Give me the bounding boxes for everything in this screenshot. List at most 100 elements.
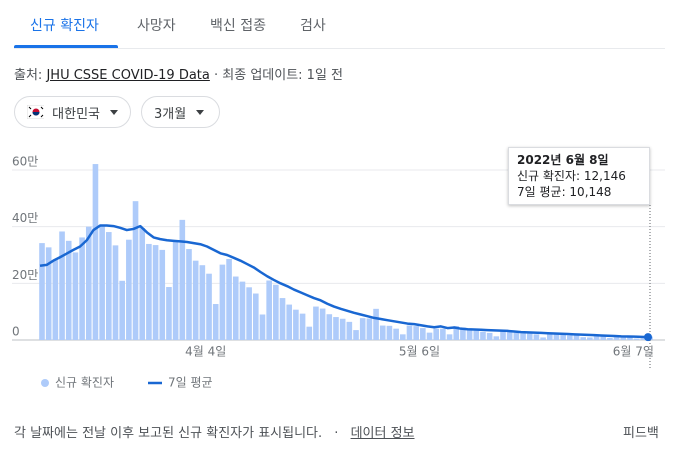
- bar: [446, 334, 453, 340]
- tab[interactable]: 검사: [300, 18, 326, 34]
- bar: [259, 314, 266, 340]
- bar: [219, 264, 226, 340]
- tooltip-title: 2022년 6월 8일: [517, 153, 609, 167]
- y-tick-label: 0: [12, 325, 20, 339]
- tab-indicator: [14, 45, 118, 48]
- bar: [192, 260, 199, 340]
- bar: [393, 328, 399, 340]
- bar: [279, 298, 286, 340]
- bar: [379, 325, 386, 340]
- tooltip-line: 7일 평균: 10,148: [517, 185, 612, 199]
- data-info-link[interactable]: 데이터 정보: [350, 426, 415, 441]
- bar: [139, 228, 146, 340]
- tooltip-line: 신규 확진자: 12,146: [517, 169, 626, 183]
- bar: [359, 318, 366, 340]
- legend-swatch: [41, 379, 49, 387]
- bar: [567, 335, 573, 340]
- bar: [406, 325, 413, 340]
- tab[interactable]: 백신 접종: [210, 18, 266, 34]
- bar: [232, 276, 239, 340]
- bar: [159, 249, 166, 340]
- bar: [246, 287, 252, 340]
- bar: [480, 331, 486, 340]
- bar: [640, 338, 647, 340]
- bar: [560, 334, 566, 340]
- bar: [573, 335, 580, 340]
- bar: [339, 318, 346, 340]
- x-tick-label: 6월 7일: [613, 345, 654, 359]
- hover-point: [644, 333, 652, 342]
- bar: [613, 337, 620, 340]
- bar: [466, 330, 473, 340]
- bar: [526, 332, 533, 340]
- bar: [440, 328, 446, 340]
- y-tick-label: 40만: [12, 211, 38, 225]
- bar: [106, 232, 112, 340]
- bar: [627, 337, 633, 340]
- country-dropdown[interactable]: 대한민국: [14, 96, 131, 128]
- bar: [152, 245, 159, 340]
- bar: [132, 201, 139, 340]
- country-label: 대한민국: [52, 106, 100, 122]
- y-tick-label: 60만: [12, 155, 38, 169]
- bar: [633, 338, 640, 340]
- bar: [600, 336, 607, 340]
- tab[interactable]: 사망자: [137, 18, 176, 34]
- line: [39, 224, 649, 339]
- bar: [85, 226, 92, 340]
- bar: [252, 293, 259, 340]
- bar: [306, 326, 313, 340]
- legend-label: 7일 평균: [168, 376, 213, 390]
- bar: [179, 219, 186, 340]
- bar: [513, 332, 520, 340]
- bar: [607, 338, 613, 340]
- caret: [110, 109, 118, 115]
- source-prefix: 출처:: [14, 68, 43, 83]
- bar: [620, 336, 627, 340]
- bar: [286, 304, 293, 340]
- bar: [366, 318, 373, 340]
- bar: [326, 314, 333, 340]
- bar: [293, 309, 299, 340]
- bar: [580, 337, 586, 340]
- bar: [433, 328, 440, 340]
- bar: [493, 336, 500, 340]
- bar: [45, 247, 52, 340]
- bar: [92, 164, 99, 340]
- bar: [79, 237, 85, 340]
- bar: [386, 325, 393, 340]
- bar: [353, 330, 359, 340]
- bar: [460, 327, 466, 340]
- bar: [212, 304, 219, 340]
- bar: [239, 281, 246, 340]
- legend-label: 신규 확진자: [55, 376, 114, 390]
- bar: [399, 334, 406, 340]
- source-link[interactable]: JHU CSSE COVID-19 Data: [46, 68, 210, 83]
- bar: [553, 334, 560, 340]
- bar: [420, 328, 426, 340]
- footer: 각 날짜에는 전날 이후 보고된 신규 확진자가 표시됩니다. · 데이터 정보: [14, 422, 415, 441]
- bar: [500, 329, 506, 340]
- x-tick-label: 5월 6일: [399, 345, 440, 359]
- bar: [39, 243, 45, 340]
- feedback-link[interactable]: 피드백: [623, 426, 659, 441]
- tab[interactable]: 신규 확진자: [30, 18, 99, 34]
- bar: [72, 252, 79, 340]
- bar: [119, 280, 125, 340]
- bar: [126, 239, 132, 340]
- bar: [486, 332, 493, 340]
- bar: [520, 333, 526, 340]
- bar: [146, 243, 152, 340]
- x-tick-label: 4월 4일: [185, 345, 226, 359]
- bar: [473, 330, 480, 340]
- bar: [453, 326, 460, 340]
- bar: [373, 308, 379, 340]
- bar: [199, 265, 206, 340]
- source-suffix: · 최종 업데이트: 1일 전: [214, 68, 344, 83]
- flag-icon: [27, 105, 45, 119]
- y-tick-label: 20만: [12, 268, 38, 282]
- bar: [413, 326, 419, 340]
- bar: [299, 313, 306, 340]
- period-dropdown[interactable]: 3개월: [141, 96, 220, 128]
